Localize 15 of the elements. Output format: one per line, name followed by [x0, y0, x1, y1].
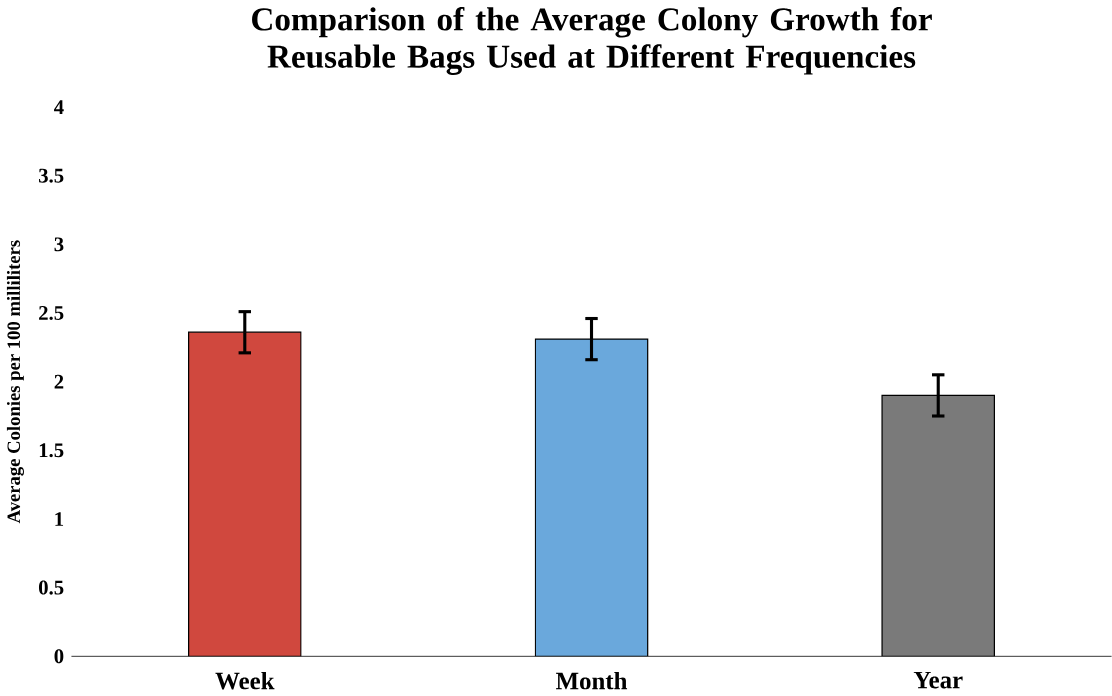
- y-tick-label: 1: [55, 511, 64, 526]
- x-tick-label: Month: [556, 671, 628, 690]
- x-tick-label: Week: [215, 671, 275, 690]
- y-tick-label: 3: [54, 237, 64, 252]
- y-tick-label: 4: [54, 100, 64, 114]
- y-tick-label: 0: [54, 649, 64, 664]
- bar: [188, 331, 302, 657]
- y-tick-label: 0.5: [38, 580, 64, 595]
- y-tick-label: 3.5: [38, 168, 64, 183]
- y-tick-label: 2.5: [39, 305, 64, 320]
- y-tick-label: 2: [54, 374, 64, 389]
- chart-title: Comparison of the Average Colony Growth for Reusable Bags Used at Different Frequencies: [252, 6, 932, 75]
- y-axis-title: Average Colonies per 100 milliliters: [6, 240, 24, 524]
- x-tick-label: Year: [913, 671, 963, 689]
- y-tick-label: 1.5: [39, 443, 64, 458]
